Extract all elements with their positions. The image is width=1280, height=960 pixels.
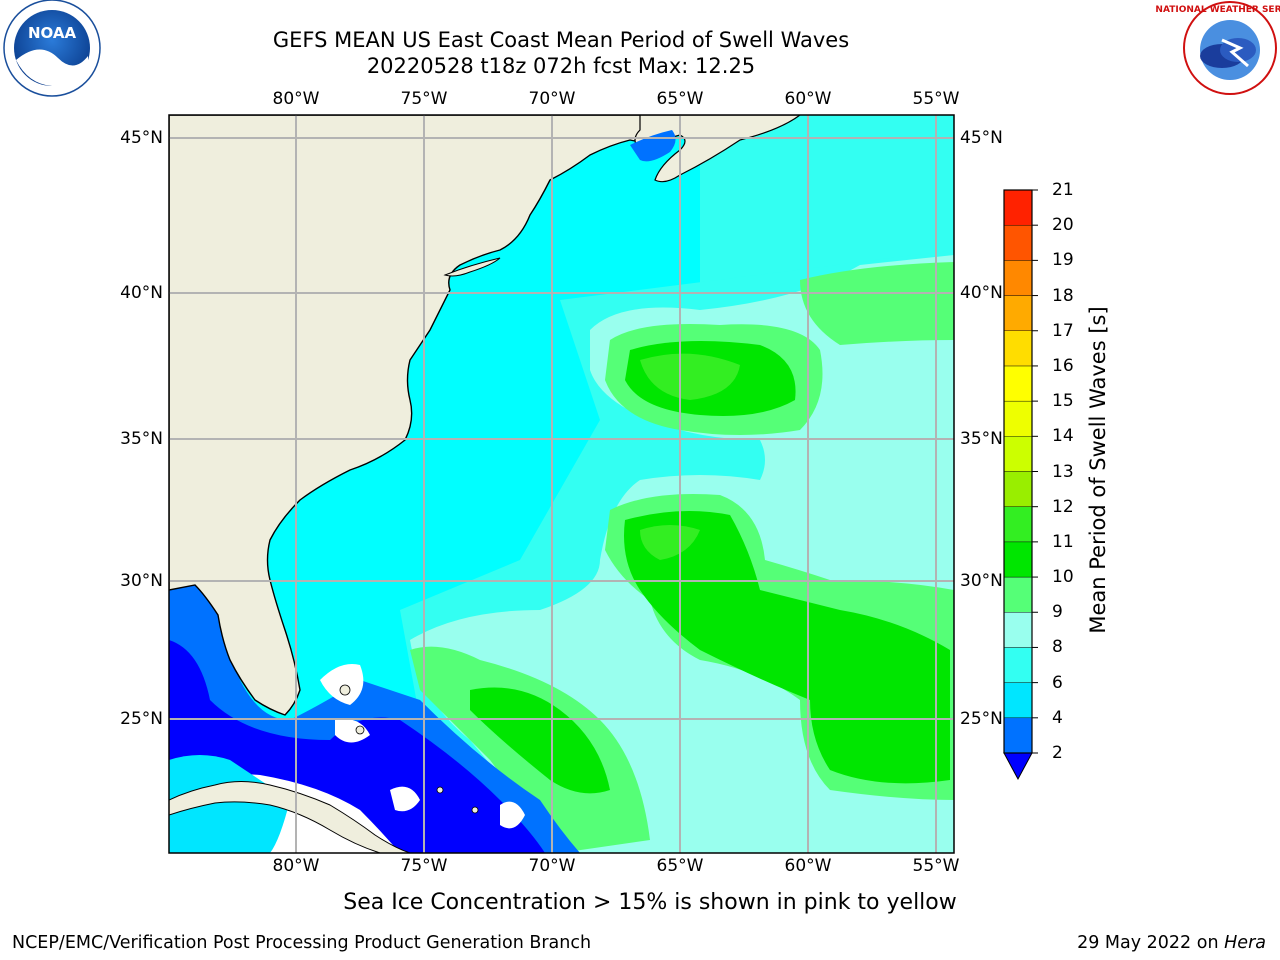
bright-green-south xyxy=(624,511,950,784)
colorbar-tick-label: 8 xyxy=(1052,637,1063,658)
colorbar-tick-label: 18 xyxy=(1052,285,1074,306)
noaa-logo-text: NOAA xyxy=(28,24,77,42)
lat-tick-left: 35°N xyxy=(120,429,163,449)
colorbar xyxy=(1003,189,1038,781)
colorbar-segment xyxy=(1003,506,1033,543)
max-region-south xyxy=(640,525,700,560)
lat-tick-right: 35°N xyxy=(960,429,1003,449)
colorbar-tick-label: 13 xyxy=(1052,461,1074,482)
colorbar-segment xyxy=(1003,612,1033,648)
bright-green-sw xyxy=(470,687,610,794)
map-area xyxy=(169,115,954,853)
date-text: 29 May 2022 on xyxy=(1077,933,1219,953)
colorbar-tick-label: 21 xyxy=(1052,180,1074,200)
colorbar-tick-label: 16 xyxy=(1052,355,1074,376)
lat-tick-left: 25°N xyxy=(120,709,163,729)
lon-tick-bottom: 75°W xyxy=(400,856,448,876)
colorbar-tick-label: 12 xyxy=(1052,496,1074,517)
lon-tick-bottom: 55°W xyxy=(912,856,960,876)
lon-tick-bottom: 65°W xyxy=(656,856,704,876)
lat-tick-right: 45°N xyxy=(960,128,1003,148)
colorbar-tick-label: 14 xyxy=(1052,426,1074,447)
colorbar-segment xyxy=(1003,576,1033,613)
lon-tick-bottom: 80°W xyxy=(272,856,320,876)
lon-tick-bottom: 60°W xyxy=(784,856,832,876)
colorbar-segment xyxy=(1003,189,1033,226)
chart-subtitle: 20220528 t18z 072h fcst Max: 12.25 xyxy=(366,54,756,78)
colorbar-segment xyxy=(1003,365,1033,402)
lat-tick-left: 45°N xyxy=(120,128,163,148)
lat-tick-right: 25°N xyxy=(960,709,1003,729)
colorbar-tick-label: 9 xyxy=(1052,602,1063,623)
colorbar-segment xyxy=(1003,400,1033,437)
colorbar-segment xyxy=(1003,647,1033,683)
colorbar-segment xyxy=(1003,436,1033,472)
lat-tick-left: 40°N xyxy=(120,283,163,303)
colorbar-extend-arrow xyxy=(1003,752,1033,781)
land-us xyxy=(169,115,701,716)
lat-tick-right: 30°N xyxy=(960,571,1003,591)
lon-tick-top: 70°W xyxy=(528,89,576,109)
map-frame xyxy=(168,114,955,854)
lat-tick-right: 40°N xyxy=(960,283,1003,303)
land-cuba xyxy=(169,781,411,853)
machine-name: Hera xyxy=(1224,933,1266,953)
colorbar-tick-label: 4 xyxy=(1052,707,1063,728)
colorbar-tick-label: 20 xyxy=(1052,215,1074,236)
colorbar-tick-label: 10 xyxy=(1052,567,1074,588)
colorbar-tick-label: 2 xyxy=(1052,743,1063,763)
chart-title: GEFS MEAN US East Coast Mean Period of S… xyxy=(272,28,850,52)
colorbar-tick-label: 19 xyxy=(1052,250,1074,271)
lon-tick-top: 60°W xyxy=(784,89,832,109)
lon-tick-bottom: 70°W xyxy=(528,856,576,876)
lon-tick-top: 75°W xyxy=(400,89,448,109)
nws-logo-text: NATIONAL WEATHER SERVICE xyxy=(1155,5,1280,15)
colorbar-segment xyxy=(1003,682,1033,719)
max-region-north xyxy=(640,353,740,400)
colorbar-segment xyxy=(1003,541,1033,578)
sea-ice-note: Sea Ice Concentration > 15% is shown in … xyxy=(343,890,957,915)
colorbar-segment xyxy=(1003,717,1033,754)
credit-text: NCEP/EMC/Verification Post Processing Pr… xyxy=(12,933,592,953)
colorbar-tick-label: 11 xyxy=(1052,531,1074,552)
colorbar-segment xyxy=(1003,471,1033,507)
colorbar-segment xyxy=(1003,330,1033,367)
noaa-logo: NOAA xyxy=(3,0,101,97)
colorbar-title: Mean Period of Swell Waves [s] xyxy=(1086,306,1110,634)
lat-tick-left: 30°N xyxy=(120,571,163,591)
colorbar-segment xyxy=(1003,224,1033,261)
colorbar-tick-label: 6 xyxy=(1052,672,1063,693)
colorbar-segment xyxy=(1003,260,1033,296)
graticule xyxy=(169,115,954,853)
lon-tick-top: 65°W xyxy=(656,89,704,109)
colorbar-segment xyxy=(1003,295,1033,331)
nws-logo: NATIONAL WEATHER SERVICE xyxy=(1155,1,1280,95)
lon-tick-top: 80°W xyxy=(272,89,320,109)
colorbar-tick-label: 17 xyxy=(1052,320,1074,341)
colorbar-tick-label: 15 xyxy=(1052,391,1074,412)
lon-tick-top: 55°W xyxy=(912,89,960,109)
green-band-ne xyxy=(800,262,954,345)
date-stamp: 29 May 2022 on Hera xyxy=(1077,933,1266,953)
